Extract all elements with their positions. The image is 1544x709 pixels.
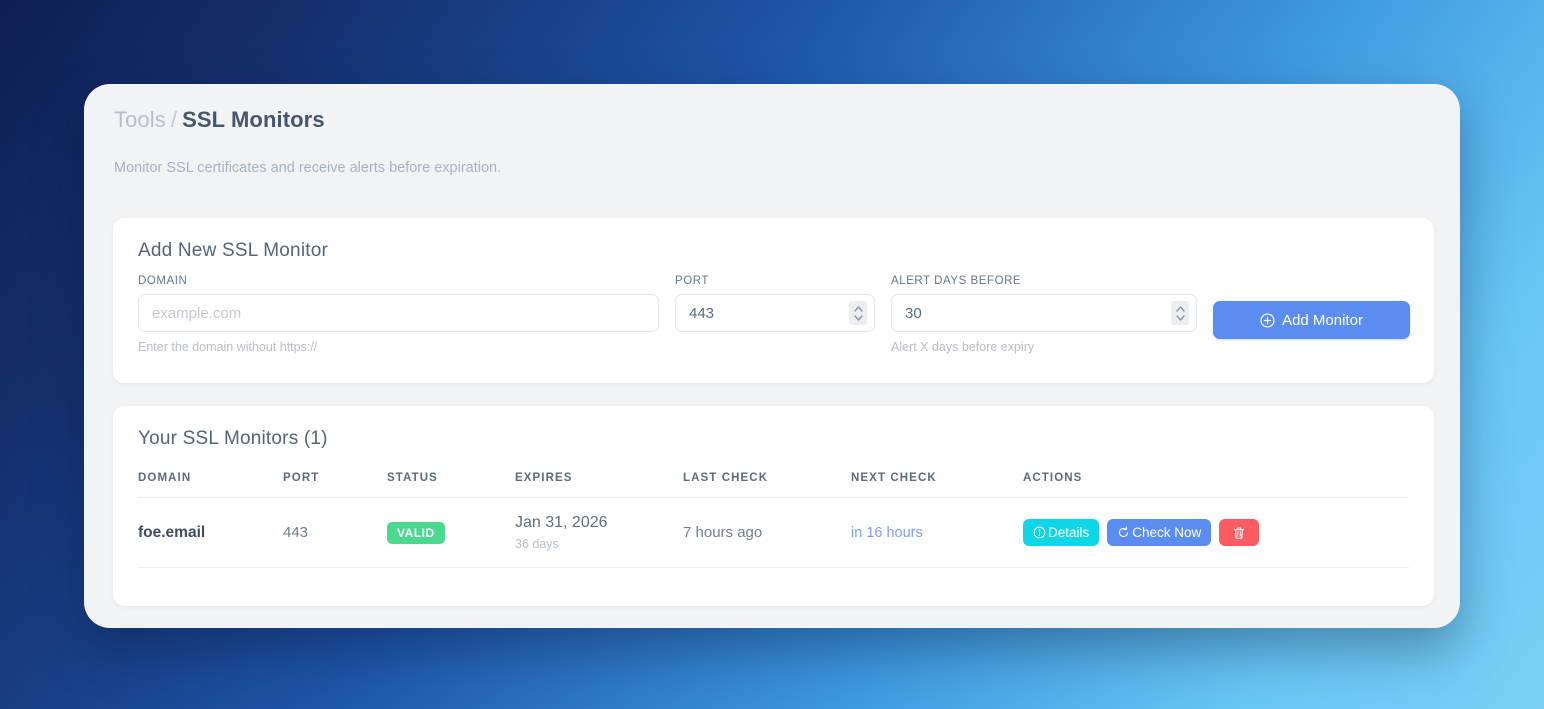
column-header-status: STATUS [387,472,515,498]
table-body: foe.email 443 VALID Jan 31, 2026 36 days… [138,497,1409,568]
add-monitor-form: DOMAIN Enter the domain without https://… [113,262,1434,354]
cell-last-check: 7 hours ago [683,497,851,568]
expires-remaining: 36 days [515,537,559,551]
cell-domain: foe.email [138,497,283,568]
domain-label: DOMAIN [138,275,188,287]
alert-days-help-text: Alert X days before expiry [891,340,1035,354]
port-input-wrapper[interactable] [675,294,875,332]
port-stepper[interactable] [849,301,867,325]
alert-days-input[interactable] [892,295,1196,331]
add-monitor-button[interactable]: Add Monitor [1213,301,1410,339]
row-actions: Details Check Now [1023,519,1409,546]
domain-input-wrapper[interactable] [138,294,659,332]
table-header-row: DOMAIN PORT STATUS EXPIRES LAST CHECK NE… [138,472,1409,498]
port-input[interactable] [676,295,874,331]
column-header-expires: EXPIRES [515,472,683,498]
chevron-down-icon [853,314,863,321]
domain-field-group: DOMAIN Enter the domain without https:// [138,275,659,354]
monitors-table: DOMAIN PORT STATUS EXPIRES LAST CHECK NE… [138,472,1409,568]
list-panel-title: Your SSL Monitors (1) [138,428,328,449]
status-badge: VALID [387,521,445,544]
chevron-up-icon [1175,305,1185,312]
breadcrumb-parent[interactable]: Tools [114,107,166,132]
alert-days-label: ALERT DAYS BEFORE [891,275,1022,287]
page-title: SSL Monitors [182,107,325,132]
trash-icon [1232,526,1246,540]
monitors-list-panel: Your SSL Monitors (1) DOMAIN PORT STATUS… [113,406,1434,606]
breadcrumb-separator: / [170,107,178,132]
alert-days-stepper[interactable] [1171,301,1189,325]
details-button[interactable]: Details [1023,519,1100,546]
delete-button[interactable] [1219,519,1260,546]
cell-port: 443 [283,497,387,568]
port-field-group: PORT [675,275,875,332]
column-header-actions: ACTIONS [1023,472,1409,498]
chevron-up-icon [853,305,863,312]
breadcrumb: Tools / SSL Monitors [114,107,325,133]
cell-status: VALID [387,497,515,568]
info-circle-icon [1033,526,1046,539]
cell-expires: Jan 31, 2026 36 days [515,497,683,568]
outer-card: Tools / SSL Monitors Monitor SSL certifica… [84,84,1460,628]
domain-help-text: Enter the domain without https:// [138,340,318,354]
expires-date: Jan 31, 2026 [515,514,608,531]
check-now-button-label: Check Now [1132,524,1202,540]
column-header-port: PORT [283,472,387,498]
column-header-last-check: LAST CHECK [683,472,851,498]
next-check-value: in 16 hours [851,525,923,541]
alert-days-field-group: ALERT DAYS BEFORE Alert X days before ex… [891,275,1197,354]
add-panel-title: Add New SSL Monitor [138,240,329,261]
add-monitor-button-label: Add Monitor [1282,311,1363,329]
table-row: foe.email 443 VALID Jan 31, 2026 36 days… [138,497,1409,568]
add-monitor-panel: Add New SSL Monitor DOMAIN Enter the dom… [113,218,1434,383]
column-header-next-check: NEXT CHECK [851,472,1023,498]
details-button-label: Details [1048,524,1090,540]
column-header-domain: DOMAIN [138,472,283,498]
domain-input[interactable] [139,295,658,331]
chevron-down-icon [1175,314,1185,321]
cell-actions: Details Check Now [1023,497,1409,568]
table-head: DOMAIN PORT STATUS EXPIRES LAST CHECK NE… [138,472,1409,498]
page-subtitle: Monitor SSL certificates and receive ale… [114,160,502,176]
app-window: Tools / SSL Monitors Monitor SSL certifica… [84,84,1460,628]
refresh-icon [1117,526,1130,539]
port-label: PORT [675,275,709,287]
alert-days-input-wrapper[interactable] [891,294,1197,332]
check-now-button[interactable]: Check Now [1107,519,1212,546]
plus-circle-icon [1260,312,1275,328]
cell-next-check: in 16 hours [851,497,1023,568]
